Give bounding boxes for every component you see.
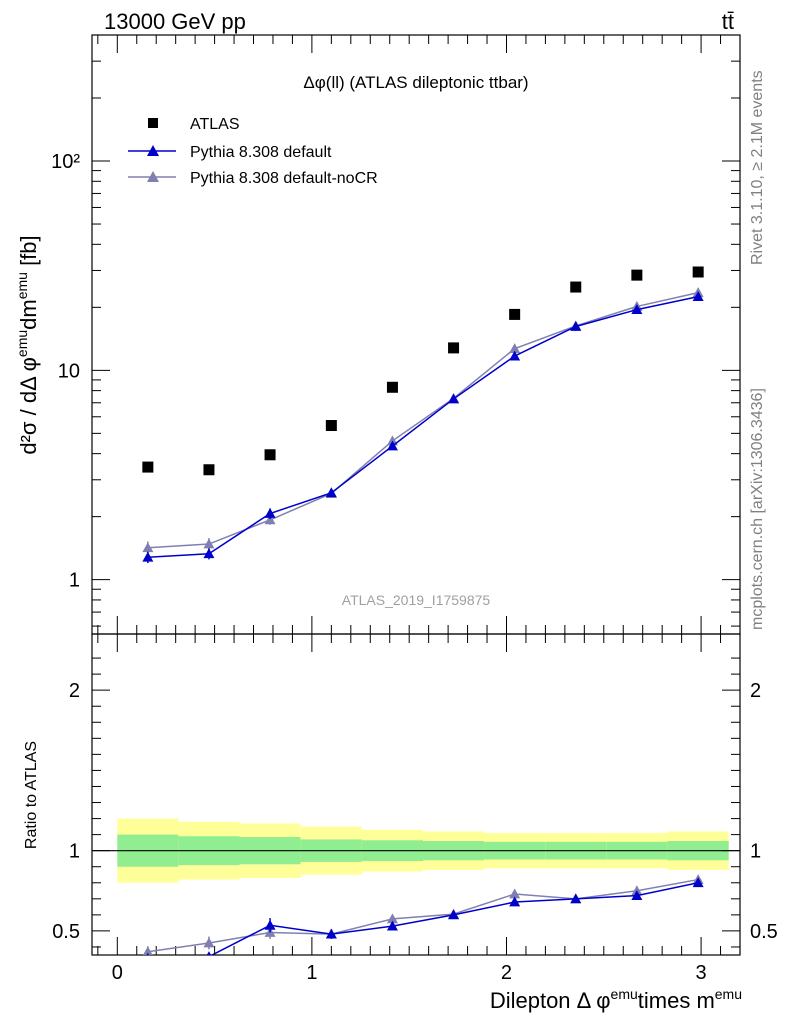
main-series-point xyxy=(509,343,521,354)
ratio-series-point xyxy=(509,896,521,907)
main-series-point xyxy=(264,514,276,525)
x-tick-label: 1 xyxy=(306,962,317,984)
data-point xyxy=(570,281,582,293)
ratio-series-point xyxy=(386,913,398,924)
data-point xyxy=(631,269,643,281)
main-y-tick-label: 1 xyxy=(69,570,80,592)
ratio-y-tick-label-right: 2 xyxy=(750,680,761,702)
main-series-point xyxy=(264,508,276,518)
analysis-id: ATLAS_2019_I1759875 xyxy=(342,592,491,608)
y-label-sup2: emu xyxy=(14,272,30,299)
ratio-series-point xyxy=(146,952,150,955)
ratio-series-point xyxy=(386,920,398,931)
legend-default-marker xyxy=(147,145,159,156)
ratio-y-tick-label: 1 xyxy=(69,841,80,863)
legend-nocr-marker xyxy=(147,171,159,182)
main-series-point xyxy=(386,435,398,446)
main-series-point xyxy=(631,304,643,315)
data-point xyxy=(448,342,460,354)
main-series-line xyxy=(147,295,699,558)
main-series-line xyxy=(147,291,699,549)
ratio-series-point xyxy=(206,951,212,955)
ratio-series-line xyxy=(210,882,699,955)
x-label-mid: times m xyxy=(638,988,715,1013)
ratio-y-tick-label-right: 1 xyxy=(750,841,761,863)
ratio-series-point xyxy=(570,893,582,904)
data-point xyxy=(386,381,398,393)
main-series-point xyxy=(142,551,154,562)
data-point xyxy=(142,461,154,473)
y-label-unit: [fb] xyxy=(16,235,41,272)
y-axis-label-main: d²σ / dΔ φemudmemu [fb] xyxy=(14,235,41,454)
ratio-y-tick-label: 2 xyxy=(69,680,80,702)
data-point xyxy=(203,464,215,476)
main-series-point xyxy=(386,440,398,451)
ratio-series-point xyxy=(143,946,153,955)
ratio-series-point xyxy=(509,888,521,899)
legend-nocr-label: Pythia 8.308 default-noCR xyxy=(190,170,378,187)
main-series-point xyxy=(142,542,154,553)
y-label-base: d²σ / dΔ φ xyxy=(16,357,41,455)
x-axis-label: Dilepton Δ φemutimes memu xyxy=(490,986,742,1013)
ratio-series-point xyxy=(203,937,215,948)
legend: ATLAS Pythia 8.308 default Pythia 8.308 … xyxy=(128,116,378,187)
x-label-sup1: emu xyxy=(611,986,638,1002)
mcplots-label: mcplots.cern.ch [arXiv:1306.3436] xyxy=(749,388,766,630)
data-point xyxy=(264,449,276,461)
x-tick-label: 2 xyxy=(501,962,512,984)
header-left: 13000 GeV pp xyxy=(104,9,246,34)
main-series-point xyxy=(203,538,215,549)
header-right: tt̄ xyxy=(722,9,734,34)
ratio-series-point xyxy=(692,877,704,888)
main-series-point xyxy=(448,393,460,404)
main-y-tick-label: 10² xyxy=(51,151,80,173)
x-label-sup2: emu xyxy=(715,986,742,1002)
plot-layer: 1 10 10² 0.5 0.5 1 1 2 2 0 1 2 3 xyxy=(51,34,778,984)
ratio-series-point xyxy=(448,909,460,920)
main-y-tick-label: 10 xyxy=(58,360,80,382)
legend-atlas-marker xyxy=(148,118,158,128)
main-series-point xyxy=(692,291,704,302)
x-label-base: Dilepton Δ φ xyxy=(490,988,611,1013)
x-tick-label: 0 xyxy=(112,962,123,984)
y-axis-label-ratio: Ratio to ATLAS xyxy=(23,741,40,849)
main-series-point xyxy=(325,487,337,498)
ratio-series-point xyxy=(631,890,643,901)
legend-atlas-label: ATLAS xyxy=(190,116,240,133)
ratio-y-tick-label-right: 0.5 xyxy=(750,921,778,943)
legend-default-label: Pythia 8.308 default xyxy=(190,144,332,161)
main-series-point xyxy=(509,350,521,361)
data-point xyxy=(692,266,704,278)
ratio-y-tick-label: 0.5 xyxy=(52,921,80,943)
ratio-series-line xyxy=(147,878,699,953)
y-label-sup1: emu xyxy=(14,330,30,357)
rivet-label: Rivet 3.1.10, ≥ 2.1M events xyxy=(749,70,766,265)
ratio-frame xyxy=(91,633,741,956)
ratio-series-point xyxy=(325,928,337,939)
main-series-point xyxy=(570,320,582,331)
data-point xyxy=(509,308,521,320)
ratio-series-point xyxy=(264,919,276,930)
x-tick-label: 3 xyxy=(696,962,707,984)
main-series-point xyxy=(203,548,215,559)
y-label-mid: dm xyxy=(16,299,41,330)
plot-title: Δφ(ll) (ATLAS dileptonic ttbar) xyxy=(303,73,528,92)
data-point xyxy=(325,420,337,432)
